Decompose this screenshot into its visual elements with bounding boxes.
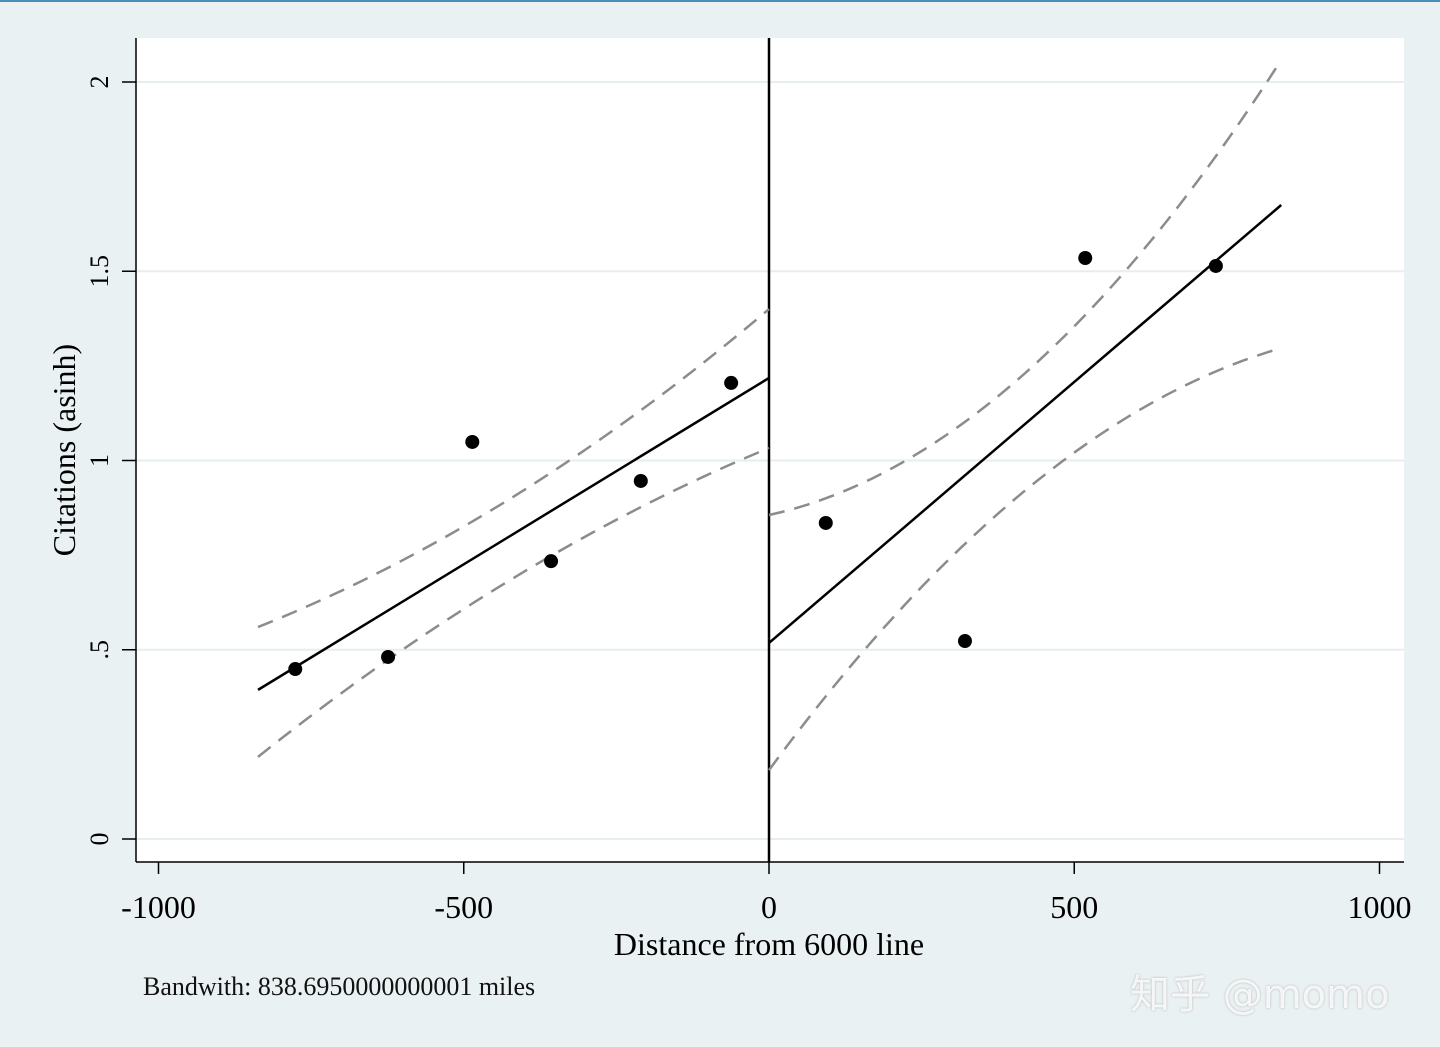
y-axis-label: Citations (asinh) <box>46 344 82 556</box>
y-tick-label: 1 <box>85 454 114 467</box>
y-tick-label: 1.5 <box>85 255 114 288</box>
data-point <box>544 554 559 569</box>
fit-line-left <box>257 376 770 691</box>
data-point <box>633 473 648 488</box>
fit-line-right <box>768 204 1283 644</box>
x-tick-label: 500 <box>1050 889 1098 925</box>
ci-upper-left <box>257 308 770 629</box>
data-point <box>724 375 739 390</box>
y-tick-label: 2 <box>85 76 114 89</box>
x-tick-label: -500 <box>434 889 493 925</box>
data-point <box>381 649 396 664</box>
data-point <box>957 634 972 649</box>
data-point <box>1078 251 1093 266</box>
ci-lower-right <box>767 346 1282 771</box>
bandwidth-note: Bandwith: 838.6950000000001 miles <box>143 972 536 1001</box>
watermark: 知乎 @momo <box>1130 972 1390 1018</box>
data-point <box>818 515 833 530</box>
ci-lower-left <box>257 446 770 758</box>
x-axis-label: Distance from 6000 line <box>614 926 924 962</box>
x-tick-label: 1000 <box>1348 889 1412 925</box>
ci-upper-right <box>768 59 1283 517</box>
x-tick-label: -1000 <box>121 889 196 925</box>
data-point <box>288 662 303 677</box>
data-point <box>465 434 480 449</box>
x-tick-label: 0 <box>761 889 777 925</box>
y-tick-label: .5 <box>85 640 114 660</box>
y-tick-label: 0 <box>85 833 114 846</box>
data-point <box>1208 258 1223 273</box>
window-top-border <box>0 0 1440 2</box>
